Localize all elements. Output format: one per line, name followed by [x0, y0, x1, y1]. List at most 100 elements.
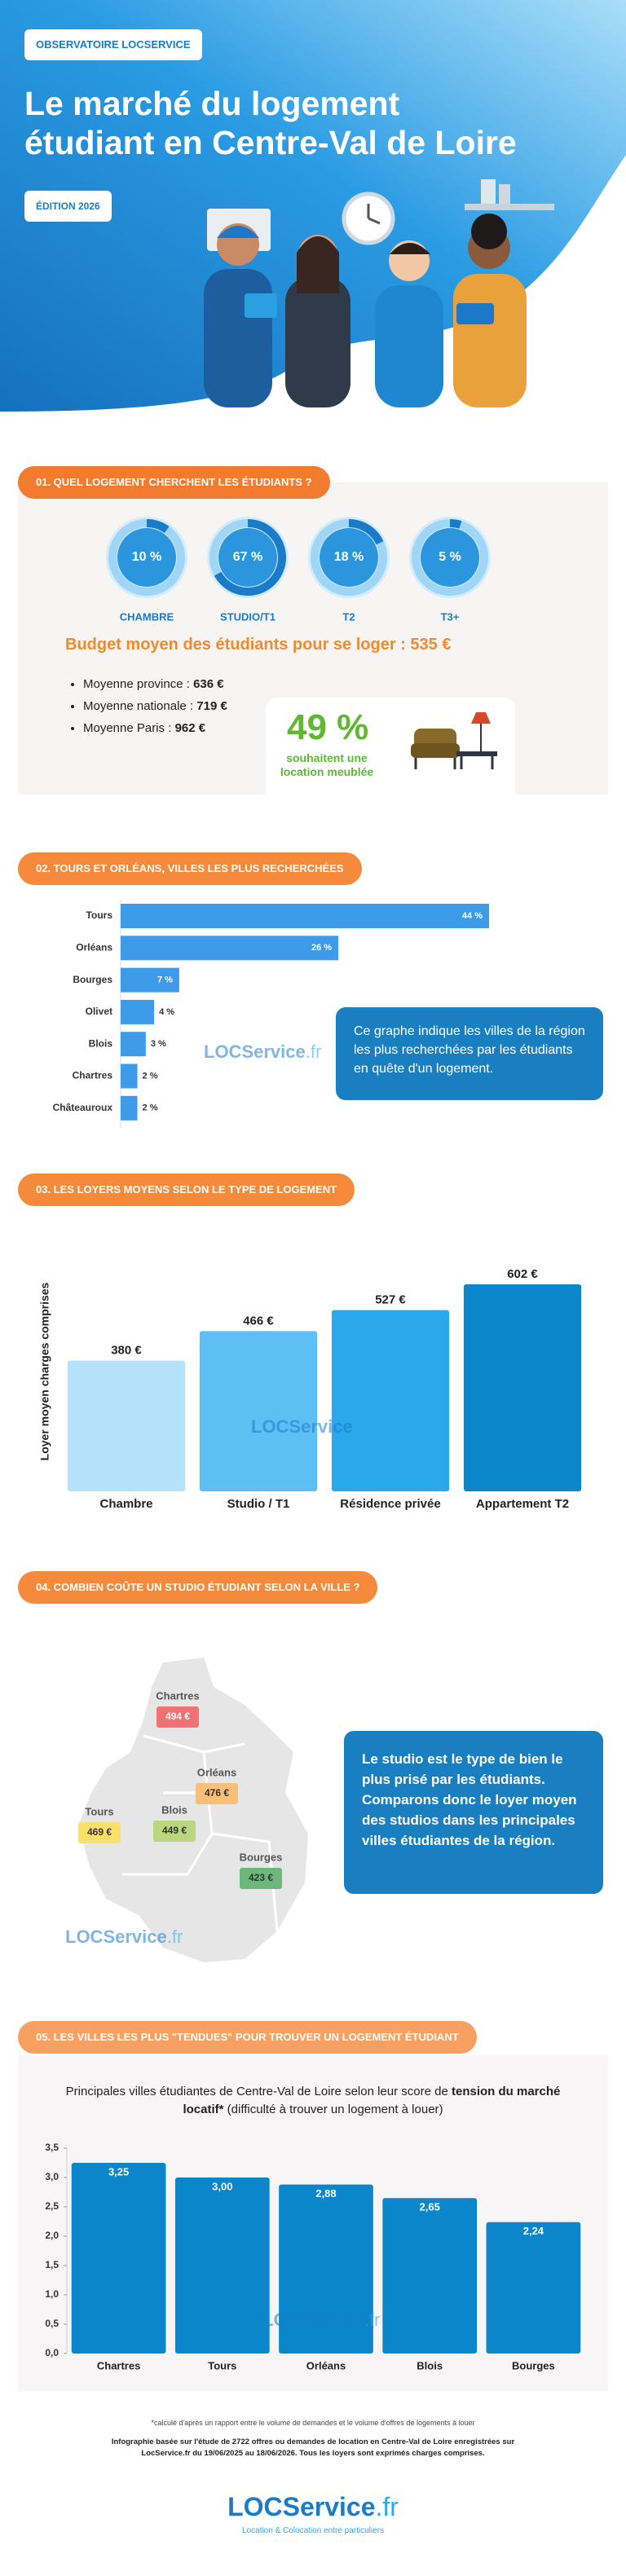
donut-core [117, 528, 176, 587]
footer-logo: LOCService.fr [0, 2492, 626, 2522]
value-label: 527 € [375, 1293, 406, 1307]
watermark: LOCService.fr [204, 1041, 321, 1062]
bar [121, 999, 155, 1024]
y-tick-label: 1,0 [45, 2288, 59, 2300]
category-label: Appartement T2 [476, 1497, 569, 1511]
badge: OBSERVATOIRE LOCSERVICE [24, 29, 202, 60]
category-label: Résidence privée [340, 1497, 440, 1511]
bar [71, 2163, 166, 2354]
price-badge [78, 1822, 121, 1843]
city-name: Orléans [197, 1766, 236, 1778]
donut-category: T3+ [441, 610, 460, 623]
donut-category: STUDIO/T1 [220, 610, 276, 623]
y-axis-label: Loyer moyen charges comprises [38, 1282, 51, 1460]
section-heading: 02. TOURS ET ORLÉANS, VILLES LES PLUS RE… [18, 852, 362, 885]
city-price: 476 € [205, 1787, 229, 1799]
price-badge [196, 1783, 238, 1804]
y-tick-label: 3,0 [45, 2171, 59, 2182]
section-heading: 01. QUEL LOGEMENT CHERCHENT LES ÉTUDIANT… [18, 466, 330, 499]
subtitle-text: (difficulté à trouver un logement à loue… [227, 2103, 443, 2116]
callout: Ce graphe indique les villes de la régio… [336, 1007, 603, 1100]
donut-arc [108, 519, 185, 596]
footnote: *calculé d'après un rapport entre le vol… [151, 2419, 475, 2427]
bar [121, 967, 179, 993]
furnished-card [266, 698, 515, 804]
header-illustration [204, 179, 554, 407]
edition-badge: ÉDITION 2026 [24, 191, 112, 222]
bar [121, 904, 489, 928]
value-label: 2,24 [523, 2225, 544, 2237]
category-label: Orléans [306, 2359, 346, 2371]
donut-core [421, 528, 479, 587]
title-line: étudiant en Centre-Val de Loire [24, 124, 517, 161]
tagline: Location & Colocation entre particuliers [242, 2526, 384, 2535]
value-label: 3 % [151, 1039, 166, 1049]
donut-value: 67 % [233, 550, 262, 564]
bar [121, 1063, 138, 1089]
value-label: 380 € [111, 1344, 142, 1358]
city-price: 494 € [165, 1711, 190, 1722]
subtitle-bold: tension du marché locatif* [183, 2085, 561, 2116]
title-line: Le marché du logement [24, 85, 400, 122]
value-label: 4 % [159, 1007, 174, 1017]
city-name: Tours [85, 1805, 113, 1817]
value-label: 602 € [507, 1267, 538, 1281]
donut-arc [412, 519, 488, 596]
watermark-tld: .fr [364, 2310, 381, 2330]
category-label: Studio / T1 [227, 1497, 290, 1511]
watermark-brand: LOCService [204, 1041, 306, 1062]
price-badge [156, 1706, 199, 1728]
donut-value: 10 % [132, 550, 161, 564]
average-value: 636 € [193, 677, 224, 691]
callout: Le studio est le type de bien le plus pr… [344, 1731, 603, 1894]
category-label: Châteauroux [53, 1102, 113, 1113]
donut-arc [209, 519, 286, 596]
value-label: 44 % [462, 911, 483, 921]
section-heading: 03. LES LOYERS MOYENS SELON LE TYPE DE L… [18, 1174, 355, 1206]
budget: Budget moyen des étudiants pour se loger… [65, 636, 452, 654]
donut-category: CHAMBRE [120, 610, 174, 623]
y-tick-label: 2,0 [45, 2230, 59, 2241]
donut-value: 18 % [334, 550, 364, 564]
y-tick-label: 0,5 [45, 2318, 59, 2329]
category-label: Chartres [97, 2359, 140, 2371]
category-label: Tours [208, 2359, 236, 2371]
watermark-tld: .fr [306, 1041, 322, 1062]
bar [199, 1331, 318, 1491]
category-label: Bourges [73, 974, 112, 985]
donut-core [320, 528, 378, 587]
value-label: 466 € [243, 1314, 274, 1328]
average-label: Moyenne Paris : [83, 721, 172, 735]
logo-tld: .fr [375, 2492, 399, 2521]
watermark-brand: LOCService [65, 1926, 167, 1947]
bar [331, 1310, 450, 1491]
category-label: Tours [86, 909, 113, 921]
section-heading: 05. LES VILLES LES PLUS "TENDUES" POUR T… [18, 2021, 477, 2054]
furnished-text: souhaitent une location meublée [280, 751, 374, 778]
value-label: 2,65 [420, 2201, 440, 2213]
watermark-tld: .fr [167, 1926, 183, 1947]
donut-value: 5 % [439, 550, 461, 564]
watermark-brand: LOCService [251, 1416, 353, 1437]
page-bottom-mask [0, 795, 626, 827]
category-label: Chartres [73, 1070, 113, 1081]
city-name: Chartres [156, 1689, 199, 1702]
average-value: 962 € [174, 721, 206, 735]
watermark: LOCService.fr [65, 1926, 183, 1947]
category-label: Blois [417, 2359, 443, 2371]
subtitle-text: Principales villes étudiantes de Centre-… [65, 2085, 448, 2098]
category-label: Chambre [99, 1497, 152, 1511]
furnished-value: 49 % [287, 707, 369, 747]
average-label: Moyenne province : [83, 677, 190, 691]
averages-list: Moyenne province : 636 €Moyenne national… [51, 673, 227, 739]
donut-arc [311, 519, 387, 596]
chart-subtitle: Principales villes étudiantes de Centre-… [57, 2083, 569, 2119]
y-tick-label: 0,0 [45, 2347, 59, 2358]
city-price: 469 € [87, 1826, 112, 1838]
donut-core [218, 528, 277, 587]
watermark: LOCService.fr [262, 2310, 380, 2330]
average-value: 719 € [196, 699, 227, 713]
y-tick-label: 1,5 [45, 2259, 59, 2270]
